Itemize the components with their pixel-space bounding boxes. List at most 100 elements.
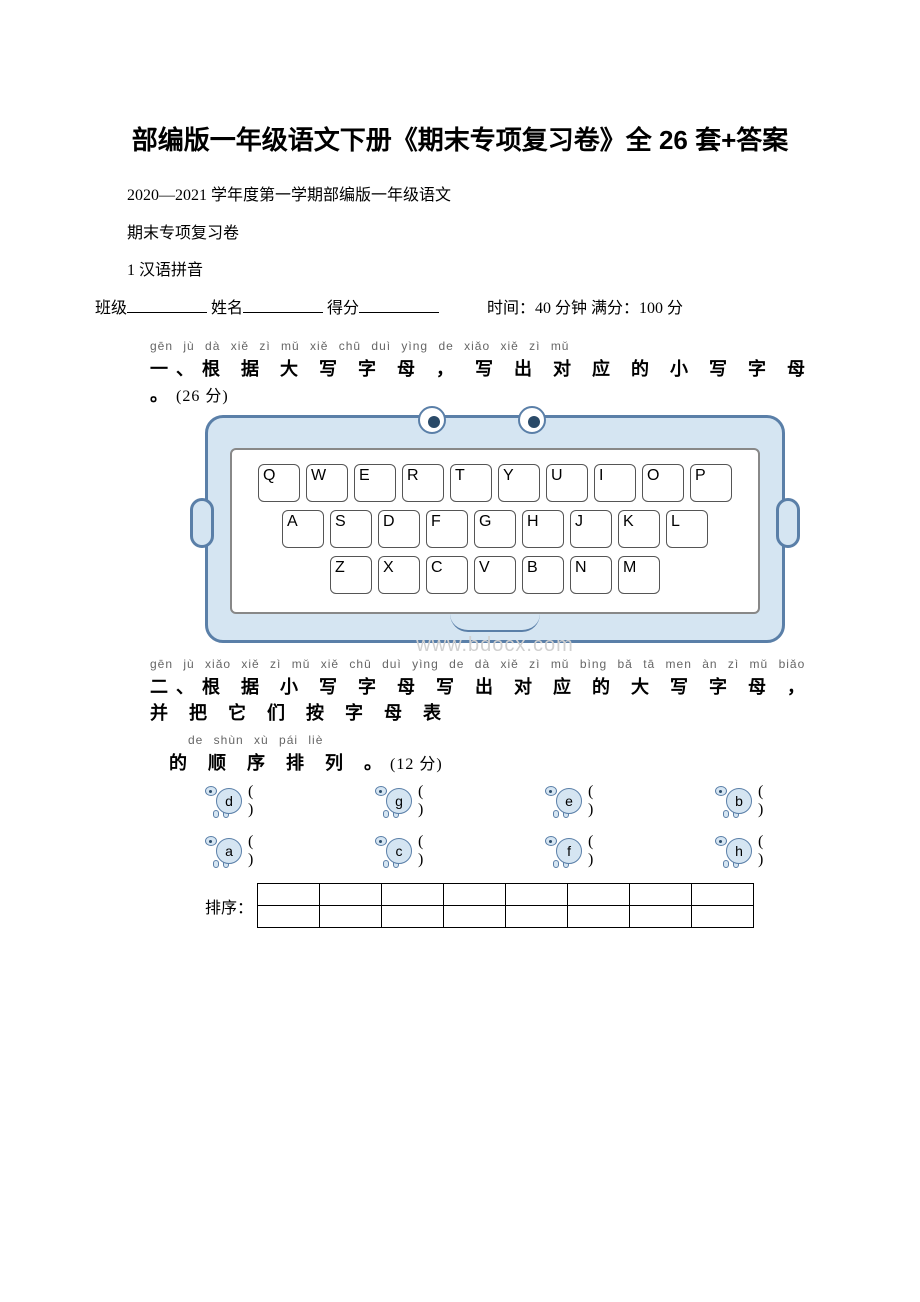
key-v: V xyxy=(474,556,516,594)
turtle-item-a: a( ) xyxy=(205,833,315,869)
sort-cell xyxy=(444,906,506,928)
info-row: 班级 姓名 得分 时间：40 分钟 满分：100 分 xyxy=(95,292,825,326)
key-j: J xyxy=(570,510,612,548)
key-m: M xyxy=(618,556,660,594)
smile-icon xyxy=(450,614,540,632)
name-blank xyxy=(243,297,323,313)
sort-row: 排序： xyxy=(205,883,825,928)
turtle-item-f: f( ) xyxy=(545,833,655,869)
key-d: D xyxy=(378,510,420,548)
turtle-exercise: d( )g( )e( )b( ) a( )c( )f( )h( ) xyxy=(205,783,825,869)
sec2-pinyin-2: de shùn xù pái liè xyxy=(169,733,825,747)
turtle-row-2: a( )c( )f( )h( ) xyxy=(205,833,825,869)
class-blank xyxy=(127,297,207,313)
key-i: I xyxy=(594,464,636,502)
eye-left-icon xyxy=(418,406,446,434)
sort-cell xyxy=(630,906,692,928)
key-l: L xyxy=(666,510,708,548)
section-1-heading: gēn jù dà xiě zì mǔ xiě chū duì yìng de … xyxy=(150,339,825,407)
sec1-hanzi-text: 一、根 据 大 写 字 母 ， 写 出 对 应 的 小 写 字 母 。 xyxy=(150,359,813,405)
turtle-row-1: d( )g( )e( )b( ) xyxy=(205,783,825,819)
sort-label: 排序： xyxy=(205,894,253,918)
key-q: Q xyxy=(258,464,300,502)
key-s: S xyxy=(330,510,372,548)
key-t: T xyxy=(450,464,492,502)
sec1-score: (26 分) xyxy=(176,388,229,405)
sec2-hanzi-2-text: 的 顺 序 排 列 。 xyxy=(169,753,390,773)
turtle-paren: ( ) xyxy=(418,833,485,869)
score-label: 得分 xyxy=(327,300,359,317)
sort-cell xyxy=(382,906,444,928)
key-o: O xyxy=(642,464,684,502)
turtle-icon: h xyxy=(715,836,752,866)
sort-cell xyxy=(568,884,630,906)
intro-line-3: 1 汉语拼音 xyxy=(95,254,825,288)
sec2-hanzi-1: 二、根 据 小 写 字 母 写 出 对 应 的 大 写 字 母 ， 并 把 它 … xyxy=(150,673,825,725)
sort-cell xyxy=(382,884,444,906)
key-y: Y xyxy=(498,464,540,502)
key-w: W xyxy=(306,464,348,502)
key-g: G xyxy=(474,510,516,548)
kb-row-2: ASDFGHJKL xyxy=(242,510,748,548)
turtle-paren: ( ) xyxy=(758,783,825,819)
turtle-paren: ( ) xyxy=(758,833,825,869)
key-k: K xyxy=(618,510,660,548)
sort-cell xyxy=(568,906,630,928)
kb-row-1: QWERTYUIOP xyxy=(242,464,748,502)
key-x: X xyxy=(378,556,420,594)
turtle-icon: f xyxy=(545,836,582,866)
turtle-icon: c xyxy=(375,836,412,866)
key-a: A xyxy=(282,510,324,548)
turtle-item-e: e( ) xyxy=(545,783,655,819)
kb-row-3: ZXCVBNM xyxy=(242,556,748,594)
key-r: R xyxy=(402,464,444,502)
watermark-text: www.bdocx.com xyxy=(416,634,574,657)
sec1-pinyin: gēn jù dà xiě zì mǔ xiě chū duì yìng de … xyxy=(150,339,825,353)
sec2-pinyin-1: gēn jù xiǎo xiě zì mǔ xiě chū duì yìng d… xyxy=(150,657,825,671)
keyboard-inner: QWERTYUIOP ASDFGHJKL ZXCVBNM xyxy=(230,448,760,614)
turtle-paren: ( ) xyxy=(588,783,655,819)
sort-cell xyxy=(320,884,382,906)
sort-cell xyxy=(258,884,320,906)
turtle-paren: ( ) xyxy=(418,783,485,819)
turtle-item-b: b( ) xyxy=(715,783,825,819)
sec1-hanzi: 一、根 据 大 写 字 母 ， 写 出 对 应 的 小 写 字 母 。(26 分… xyxy=(150,355,825,407)
turtle-paren: ( ) xyxy=(588,833,655,869)
section-2-heading: gēn jù xiǎo xiě zì mǔ xiě chū duì yìng d… xyxy=(150,657,825,775)
eye-right-icon xyxy=(518,406,546,434)
sort-cell xyxy=(506,906,568,928)
sort-cell xyxy=(444,884,506,906)
key-u: U xyxy=(546,464,588,502)
turtle-icon: b xyxy=(715,786,752,816)
turtle-icon: e xyxy=(545,786,582,816)
key-c: C xyxy=(426,556,468,594)
keyboard-board: QWERTYUIOP ASDFGHJKL ZXCVBNM xyxy=(205,415,785,643)
turtle-paren: ( ) xyxy=(248,783,315,819)
key-z: Z xyxy=(330,556,372,594)
turtle-item-d: d( ) xyxy=(205,783,315,819)
arm-left-icon xyxy=(190,498,214,548)
key-f: F xyxy=(426,510,468,548)
time-label: 时间：40 分钟 满分：100 分 xyxy=(487,300,683,317)
turtle-item-h: h( ) xyxy=(715,833,825,869)
class-label: 班级 xyxy=(95,300,127,317)
sort-cell xyxy=(630,884,692,906)
score-blank xyxy=(359,297,439,313)
intro-line-2: 期末专项复习卷 xyxy=(95,217,825,251)
sec2-hanzi-2: 的 顺 序 排 列 。(12 分) xyxy=(169,749,825,775)
key-e: E xyxy=(354,464,396,502)
sec2-score: (12 分) xyxy=(390,756,443,773)
turtle-item-g: g( ) xyxy=(375,783,485,819)
intro-line-1: 2020—2021 学年度第一学期部编版一年级语文 xyxy=(95,179,825,213)
arm-right-icon xyxy=(776,498,800,548)
turtle-item-c: c( ) xyxy=(375,833,485,869)
sort-cell xyxy=(258,906,320,928)
sort-cell xyxy=(692,884,754,906)
page-title: 部编版一年级语文下册《期末专项复习卷》全 26 套+答案 xyxy=(95,120,825,157)
key-b: B xyxy=(522,556,564,594)
turtle-icon: a xyxy=(205,836,242,866)
turtle-icon: g xyxy=(375,786,412,816)
sort-cell xyxy=(506,884,568,906)
key-p: P xyxy=(690,464,732,502)
turtle-paren: ( ) xyxy=(248,833,315,869)
